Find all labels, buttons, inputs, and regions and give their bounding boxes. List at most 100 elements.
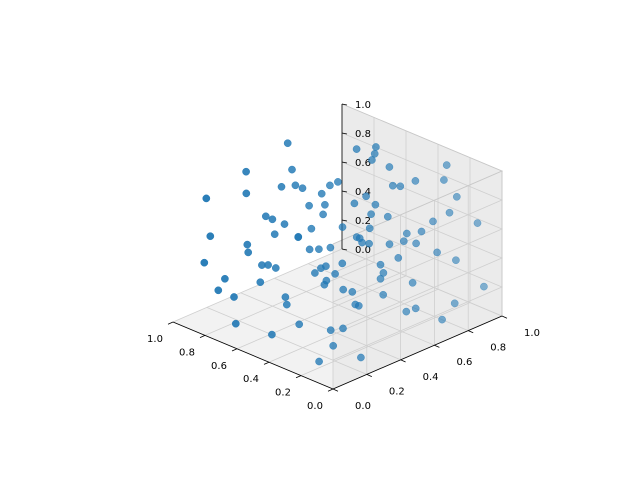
scatter-point <box>480 282 488 291</box>
scatter-point <box>433 248 441 257</box>
scatter-point <box>268 330 276 339</box>
z-tick-label: 0.4 <box>355 187 371 198</box>
scatter-point <box>322 276 331 285</box>
scatter-point <box>242 189 251 198</box>
scatter-point <box>214 286 223 295</box>
z-tick-label: 1.0 <box>355 100 371 111</box>
axis-lines <box>167 103 508 392</box>
scatter-point <box>370 149 379 158</box>
scatter-point <box>348 288 357 296</box>
scatter-point <box>388 181 397 190</box>
scatter-point <box>352 145 361 153</box>
y-tick-label: 0.2 <box>389 386 405 397</box>
scatter-point <box>383 212 392 221</box>
scatter-point <box>243 240 252 249</box>
x-tick-label: 0.4 <box>243 374 259 385</box>
x-tick <box>199 335 206 338</box>
scatter-point <box>334 178 342 186</box>
x-tick-label: 0.6 <box>211 361 227 372</box>
scatter-point <box>221 274 229 283</box>
x-tick-label: 0.8 <box>179 347 195 358</box>
scatter-point <box>402 229 411 238</box>
scatter-point <box>411 304 420 313</box>
scatter-point <box>271 264 280 272</box>
scatter-point <box>350 199 359 208</box>
scatter-point <box>338 259 347 268</box>
scatter-point <box>295 320 304 329</box>
z-tick <box>341 248 348 251</box>
scatter-point <box>202 194 211 203</box>
scatter-point <box>206 232 215 241</box>
scatter-point <box>445 208 454 217</box>
scatter-point <box>362 192 370 201</box>
x-tick <box>263 361 270 365</box>
scatter-point <box>282 300 291 309</box>
scatter-point <box>294 232 303 241</box>
scatter-point <box>230 293 238 301</box>
x-tick <box>327 388 334 392</box>
x-tick-label: 0.2 <box>275 388 291 399</box>
scatter-point <box>450 299 459 308</box>
z-tick-label: 0.6 <box>355 158 371 169</box>
scatter-point <box>326 181 334 190</box>
scatter-point <box>321 200 329 209</box>
x-axis-line <box>172 321 334 390</box>
scatter-point <box>412 239 420 248</box>
scatter-point <box>367 210 375 219</box>
scatter-point <box>417 227 426 236</box>
scatter-point <box>399 237 408 246</box>
y-tick-label: 1.0 <box>524 328 540 339</box>
scatter-point <box>376 260 385 269</box>
y-tick-label: 0.8 <box>490 343 506 354</box>
scatter-point <box>379 269 388 277</box>
scatter-point <box>326 243 335 252</box>
scatter-point <box>315 357 323 366</box>
scatter-point <box>281 293 290 301</box>
scatter-point <box>355 234 364 243</box>
scatter-point <box>231 319 240 328</box>
scatter-point <box>326 326 335 335</box>
scatter-point <box>317 189 326 198</box>
scatter-point <box>438 315 446 324</box>
x-tick <box>231 348 238 352</box>
scatter-point <box>268 215 277 224</box>
scatter-point <box>452 192 461 201</box>
scatter-point <box>385 163 394 171</box>
scatter-point <box>357 353 365 362</box>
scatter-point <box>315 245 323 254</box>
scatter-point <box>339 324 347 333</box>
scatter-point <box>429 217 437 226</box>
y-tick <box>501 315 508 319</box>
scatter-point <box>331 270 339 278</box>
scatter-point <box>396 182 405 191</box>
scatter-point <box>473 219 482 227</box>
scatter-point <box>379 290 388 299</box>
scatter-point <box>298 184 307 193</box>
scatter-point <box>322 262 330 271</box>
z-tick <box>341 190 348 193</box>
scatter-point <box>270 230 279 239</box>
scatter-point <box>338 223 347 231</box>
scatter-point <box>280 220 289 228</box>
scatter-point <box>394 254 403 262</box>
scatter-point <box>411 177 420 185</box>
scatter-point <box>365 224 374 233</box>
scatter-point <box>305 201 313 210</box>
scatter-point <box>319 210 327 219</box>
y-tick <box>400 359 406 363</box>
x-tick <box>295 375 302 379</box>
scatter-point <box>305 245 314 254</box>
y-tick <box>468 330 474 334</box>
z-tick-label: 0.0 <box>355 245 371 256</box>
scatter-point <box>372 143 380 151</box>
z-tick <box>341 219 348 222</box>
scatter-point <box>402 307 411 316</box>
x-tick <box>167 321 174 325</box>
tick-labels: 0.0 0.0 0.0 0.2 0.2 0.2 0.4 0.4 0.4 0.6 0.6 0.6 0.8 0… <box>147 100 540 412</box>
scatter-point <box>440 176 448 184</box>
y-tick-label: 0.6 <box>456 357 472 368</box>
side-wall-pane <box>333 171 502 389</box>
scatter-point <box>354 301 363 310</box>
